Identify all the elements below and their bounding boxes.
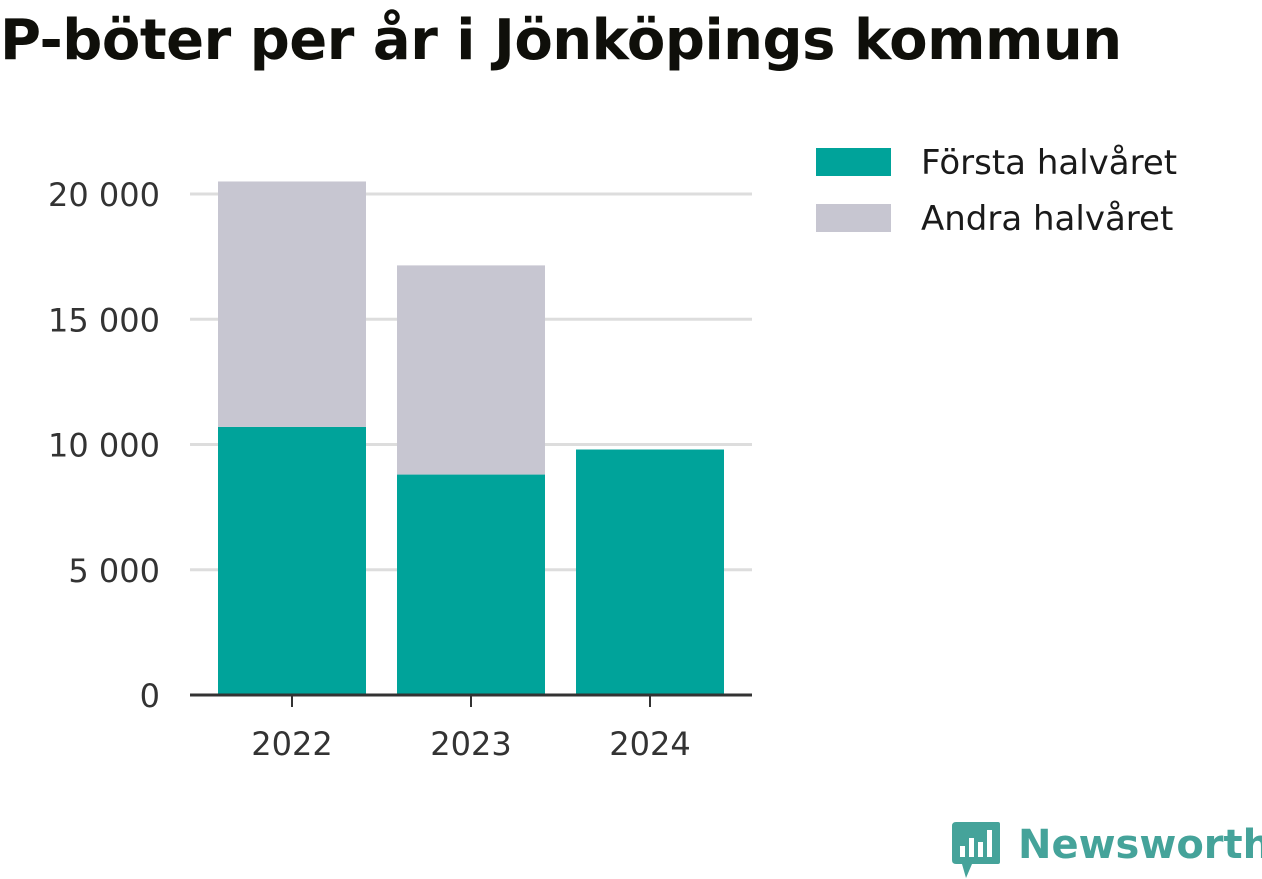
x-tick-label: 2022 [251, 725, 332, 763]
chart-title: P-böter per år i Jönköpings kommun [0, 8, 1122, 73]
y-tick-label: 5 000 [68, 552, 160, 590]
y-tick-label: 15 000 [48, 301, 160, 339]
x-tick-label: 2024 [609, 725, 690, 763]
newsworthy-logo-icon [952, 822, 1000, 878]
y-axis-labels: 0 5 000 10 000 15 000 20 000 [48, 176, 160, 715]
bar-2023-series-2 [397, 265, 545, 475]
bars [218, 181, 724, 695]
newsworthy-brand: Newsworthy [952, 822, 1262, 878]
x-axis: 2022 2023 2024 [190, 693, 752, 763]
legend-swatch [816, 148, 891, 176]
y-tick-label: 10 000 [48, 427, 160, 465]
bar-2022-series-2 [218, 181, 366, 427]
brand-name: Newsworthy [1018, 822, 1262, 868]
y-tick-label: 20 000 [48, 176, 160, 214]
y-tick-label: 0 [140, 677, 160, 715]
bar-2022-series-1 [218, 426, 366, 695]
legend-label: Andra halvåret [921, 199, 1173, 239]
legend-swatch [816, 204, 891, 232]
legend-label: Första halvåret [921, 143, 1177, 183]
x-tick-label: 2023 [430, 725, 511, 763]
bar-2024-series-1 [576, 449, 724, 695]
legend: Första halvåret Andra halvåret [816, 143, 1177, 239]
bar-2023-series-1 [397, 474, 545, 695]
